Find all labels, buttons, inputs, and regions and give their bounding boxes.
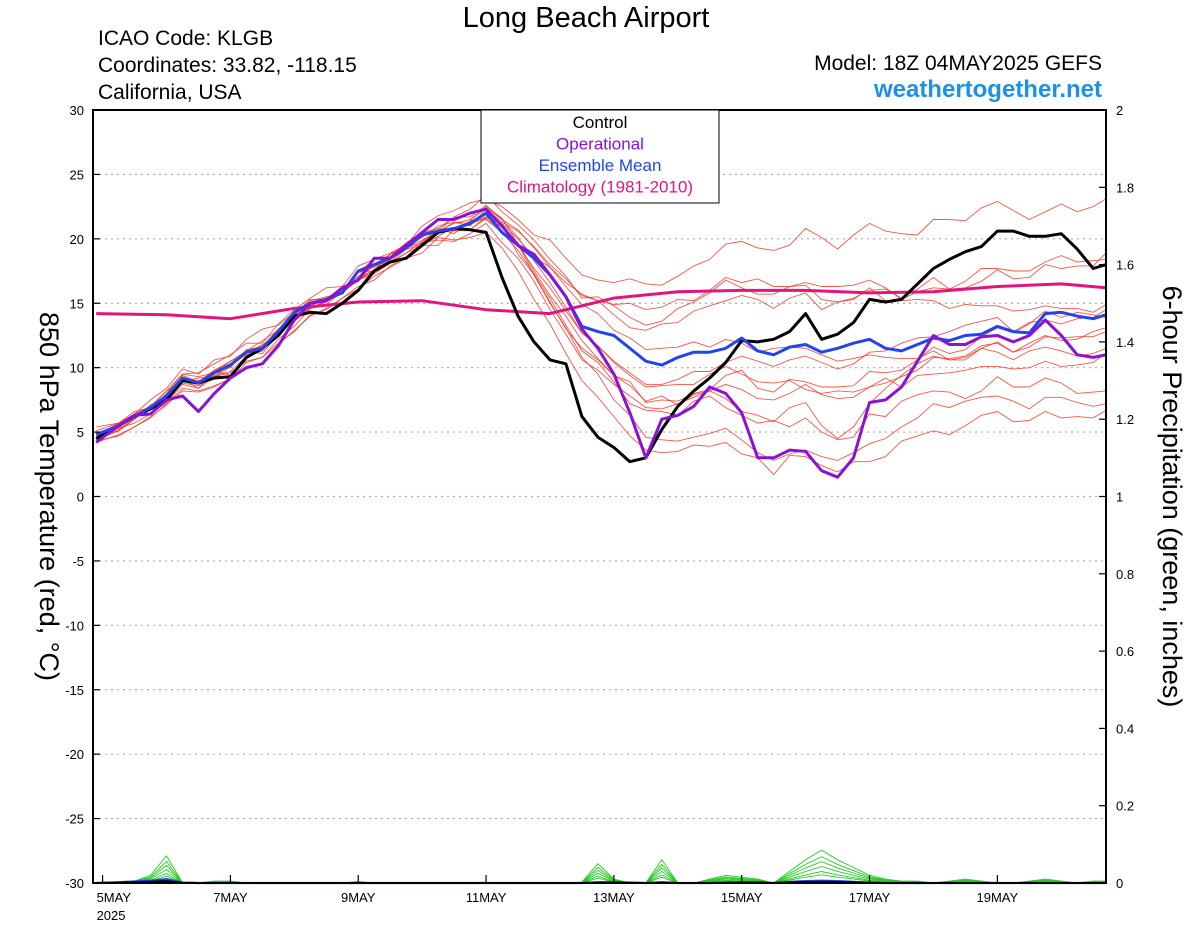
ensemble-member-line-0 — [96, 206, 1107, 440]
y-tick-label: -25 — [65, 812, 84, 827]
legend-box — [480, 109, 720, 204]
ensemble-member-line-5 — [95, 217, 1107, 437]
ensemble-member-line-10 — [96, 222, 1107, 442]
series-line-3 — [96, 282, 1107, 321]
legend-entry: Operational — [556, 135, 644, 154]
y-axis-left: 30 25 20 15 10 5 0 -5 -10 -15 -20 -25 -30 — [65, 103, 100, 891]
y2-tick-label: 1.6 — [1116, 258, 1134, 273]
y-tick-label: -20 — [65, 747, 84, 762]
x-tick-label: 15MAY — [721, 890, 763, 905]
ensemble-member-line-6 — [96, 216, 1107, 441]
y-tick-label: 5 — [77, 425, 84, 440]
x-tick-sublabel: 2025 — [97, 908, 126, 923]
legend-entry: Ensemble Mean — [539, 156, 662, 175]
x-tick-label: 11MAY — [466, 890, 507, 905]
y-tick-label: -15 — [65, 683, 84, 698]
x-tick-label: 19MAY — [977, 890, 1019, 905]
ensemble-member-line-12 — [96, 207, 1107, 438]
series-line-1 — [95, 207, 1107, 479]
model-run: Model: 18Z 04MAY2025 GEFS — [814, 52, 1102, 75]
precip-member-line-0 — [96, 849, 1106, 884]
grid-lines — [93, 109, 1106, 884]
page-title: Long Beach Airport — [462, 2, 710, 34]
legend-entry: Control — [573, 113, 628, 132]
y2-tick-label: 1.4 — [1116, 335, 1134, 350]
ensemble-member-line-4 — [96, 216, 1107, 461]
coordinates: Coordinates: 33.82, -118.15 — [98, 54, 357, 77]
y2-tick-label: 1 — [1116, 490, 1123, 505]
y-tick-label: 20 — [70, 232, 84, 247]
y-tick-label: 10 — [70, 361, 84, 376]
precip-member-line-2 — [96, 861, 1106, 884]
y2-tick-label: 0.4 — [1116, 721, 1134, 736]
y2-tick-label: 1.8 — [1116, 180, 1134, 195]
x-tick-label: 13MAY — [593, 890, 635, 905]
y-tick-label: 30 — [70, 103, 84, 118]
legend: Control Operational Ensemble Mean Climatolo… — [480, 109, 720, 204]
x-tick-label: 9MAY — [341, 890, 376, 905]
y2-tick-label: 0 — [1116, 876, 1123, 891]
x-tick-label: 5MAY — [97, 890, 132, 905]
series-lines — [95, 207, 1107, 479]
y-axis-right: 2 1.8 1.6 1.4 1.2 1 0.8 0.6 0.4 0.2 0 — [1099, 103, 1134, 891]
y-tick-label: -10 — [65, 618, 84, 633]
region-label: California, USA — [98, 81, 242, 104]
y2-tick-label: 1.2 — [1116, 412, 1134, 427]
ensemble-member-line-9 — [95, 208, 1107, 437]
ensemble-member-line-3 — [96, 216, 1107, 438]
y2-tick-label: 0.8 — [1116, 567, 1134, 582]
y2-tick-label: 2 — [1116, 103, 1123, 118]
site-link[interactable]: weathertogether.net — [873, 76, 1102, 103]
y2-tick-label: 0.6 — [1116, 644, 1134, 659]
x-tick-label: 17MAY — [849, 890, 891, 905]
y-tick-label: 25 — [70, 167, 84, 182]
y-tick-label: 15 — [70, 296, 84, 311]
legend-entry: Climatology (1981-2010) — [507, 178, 693, 197]
y-tick-label: -30 — [65, 876, 84, 891]
y2-tick-label: 0.2 — [1116, 799, 1134, 814]
x-tick-label: 7MAY — [213, 890, 248, 905]
y-tick-label: 0 — [77, 490, 84, 505]
y-axis-title: 850 hPa Temperature (red, °C) — [34, 312, 64, 681]
ensemble-member-line-7 — [96, 198, 1107, 428]
ensemble-members — [95, 194, 1107, 476]
y-tick-label: -5 — [72, 554, 84, 569]
y2-axis-title: 6-hour Precipitation (green, inches) — [1157, 286, 1187, 708]
precip-lines — [96, 849, 1106, 885]
x-axis: 5MAY 2025 7MAY 9MAY 11MAY 13MAY 15MAY 17MAY 19MA… — [97, 875, 1019, 923]
ensemble-member-line-11 — [96, 204, 1107, 432]
icao-code: ICAO Code: KLGB — [98, 27, 274, 50]
